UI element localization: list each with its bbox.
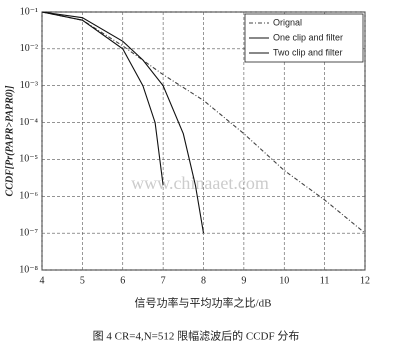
x-tick-label: 10 (279, 275, 289, 286)
y-tick-label: 10⁻¹ (20, 6, 38, 17)
y-tick-label: 10⁻⁵ (19, 154, 38, 165)
y-tick-label: 10⁻³ (20, 80, 38, 91)
x-tick-label: 6 (120, 275, 125, 286)
legend-label: Two clip and filter (273, 47, 343, 57)
y-tick-label: 10⁻² (20, 43, 38, 54)
legend-label: Orignal (273, 17, 302, 27)
y-tick-label: 10⁻⁷ (19, 227, 38, 238)
legend-label: One clip and filter (273, 32, 343, 42)
y-tick-label: 10⁻⁸ (19, 264, 38, 275)
x-tick-label: 7 (161, 275, 166, 286)
y-axis-label: CCDF[Pr(PAPR>PAPR0)] (4, 85, 15, 197)
y-tick-label: 10⁻⁶ (19, 191, 38, 202)
x-tick-label: 8 (201, 275, 206, 286)
y-tick-label: 10⁻⁴ (19, 117, 38, 128)
x-tick-label: 5 (80, 275, 85, 286)
series-line (41, 11, 366, 234)
caption: 图 4 CR=4,N=512 限幅滤波后的 CCDF 分布 (93, 329, 300, 343)
x-tick-label: 9 (241, 275, 246, 286)
x-tick-label: 11 (320, 275, 330, 286)
x-axis-label: 信号功率与平均功率之比/dB (135, 296, 272, 310)
watermark: www.chinaaet.com (131, 173, 269, 193)
series-line (41, 11, 205, 234)
x-tick-label: 12 (360, 275, 370, 286)
series-line (41, 11, 164, 186)
x-tick-label: 4 (40, 275, 45, 286)
